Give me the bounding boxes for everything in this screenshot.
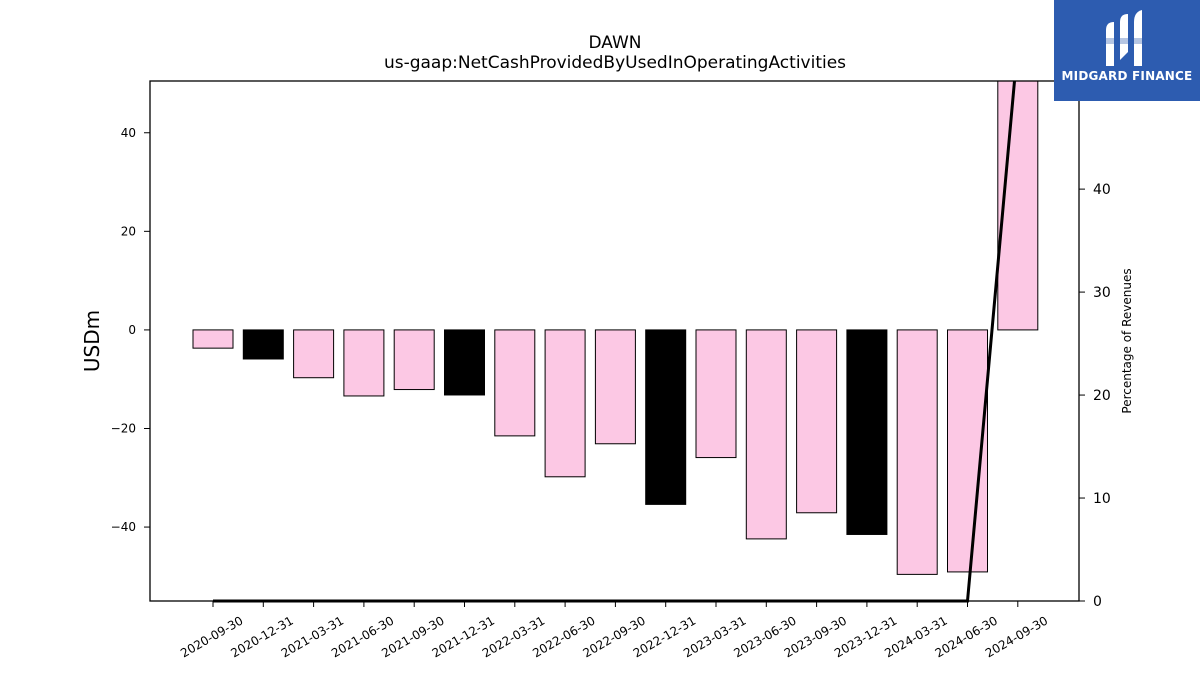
y-axis-label: USDm bbox=[80, 310, 104, 372]
bar bbox=[393, 329, 435, 391]
bar bbox=[846, 329, 888, 535]
bar bbox=[494, 329, 536, 437]
bar bbox=[695, 329, 737, 459]
y2-tick-label: 30 bbox=[1093, 285, 1111, 301]
bar bbox=[645, 329, 687, 505]
y2-axis-label: Percentage of Revenues bbox=[1120, 268, 1134, 413]
bar bbox=[293, 329, 335, 379]
y-tick-label: 40 bbox=[121, 126, 136, 140]
bar bbox=[242, 329, 284, 360]
y-tick-label: −20 bbox=[111, 421, 136, 435]
bar bbox=[343, 329, 385, 397]
y2-tick-label: 40 bbox=[1093, 182, 1111, 198]
bar bbox=[544, 329, 586, 478]
y-tick-label: 0 bbox=[128, 323, 136, 337]
y-tick-label: −40 bbox=[111, 520, 136, 534]
bar bbox=[796, 329, 838, 514]
midgard-logo-icon bbox=[1104, 10, 1148, 66]
bar bbox=[192, 329, 234, 349]
y2-tick-label: 20 bbox=[1093, 388, 1111, 404]
brand-logo: MIDGARD FINANCE bbox=[1054, 0, 1200, 101]
chart-title: DAWN bbox=[588, 33, 641, 53]
y-tick-label: 20 bbox=[121, 224, 136, 238]
y2-tick-label: 10 bbox=[1093, 491, 1111, 507]
plot-frame bbox=[149, 80, 1080, 602]
y2-tick-label: 0 bbox=[1093, 594, 1102, 610]
bar bbox=[594, 329, 636, 445]
bar bbox=[745, 329, 787, 540]
chart-subtitle: us-gaap:NetCashProvidedByUsedInOperating… bbox=[384, 53, 846, 73]
bar bbox=[896, 329, 938, 575]
bar bbox=[444, 329, 485, 396]
brand-name: MIDGARD FINANCE bbox=[1061, 69, 1193, 83]
